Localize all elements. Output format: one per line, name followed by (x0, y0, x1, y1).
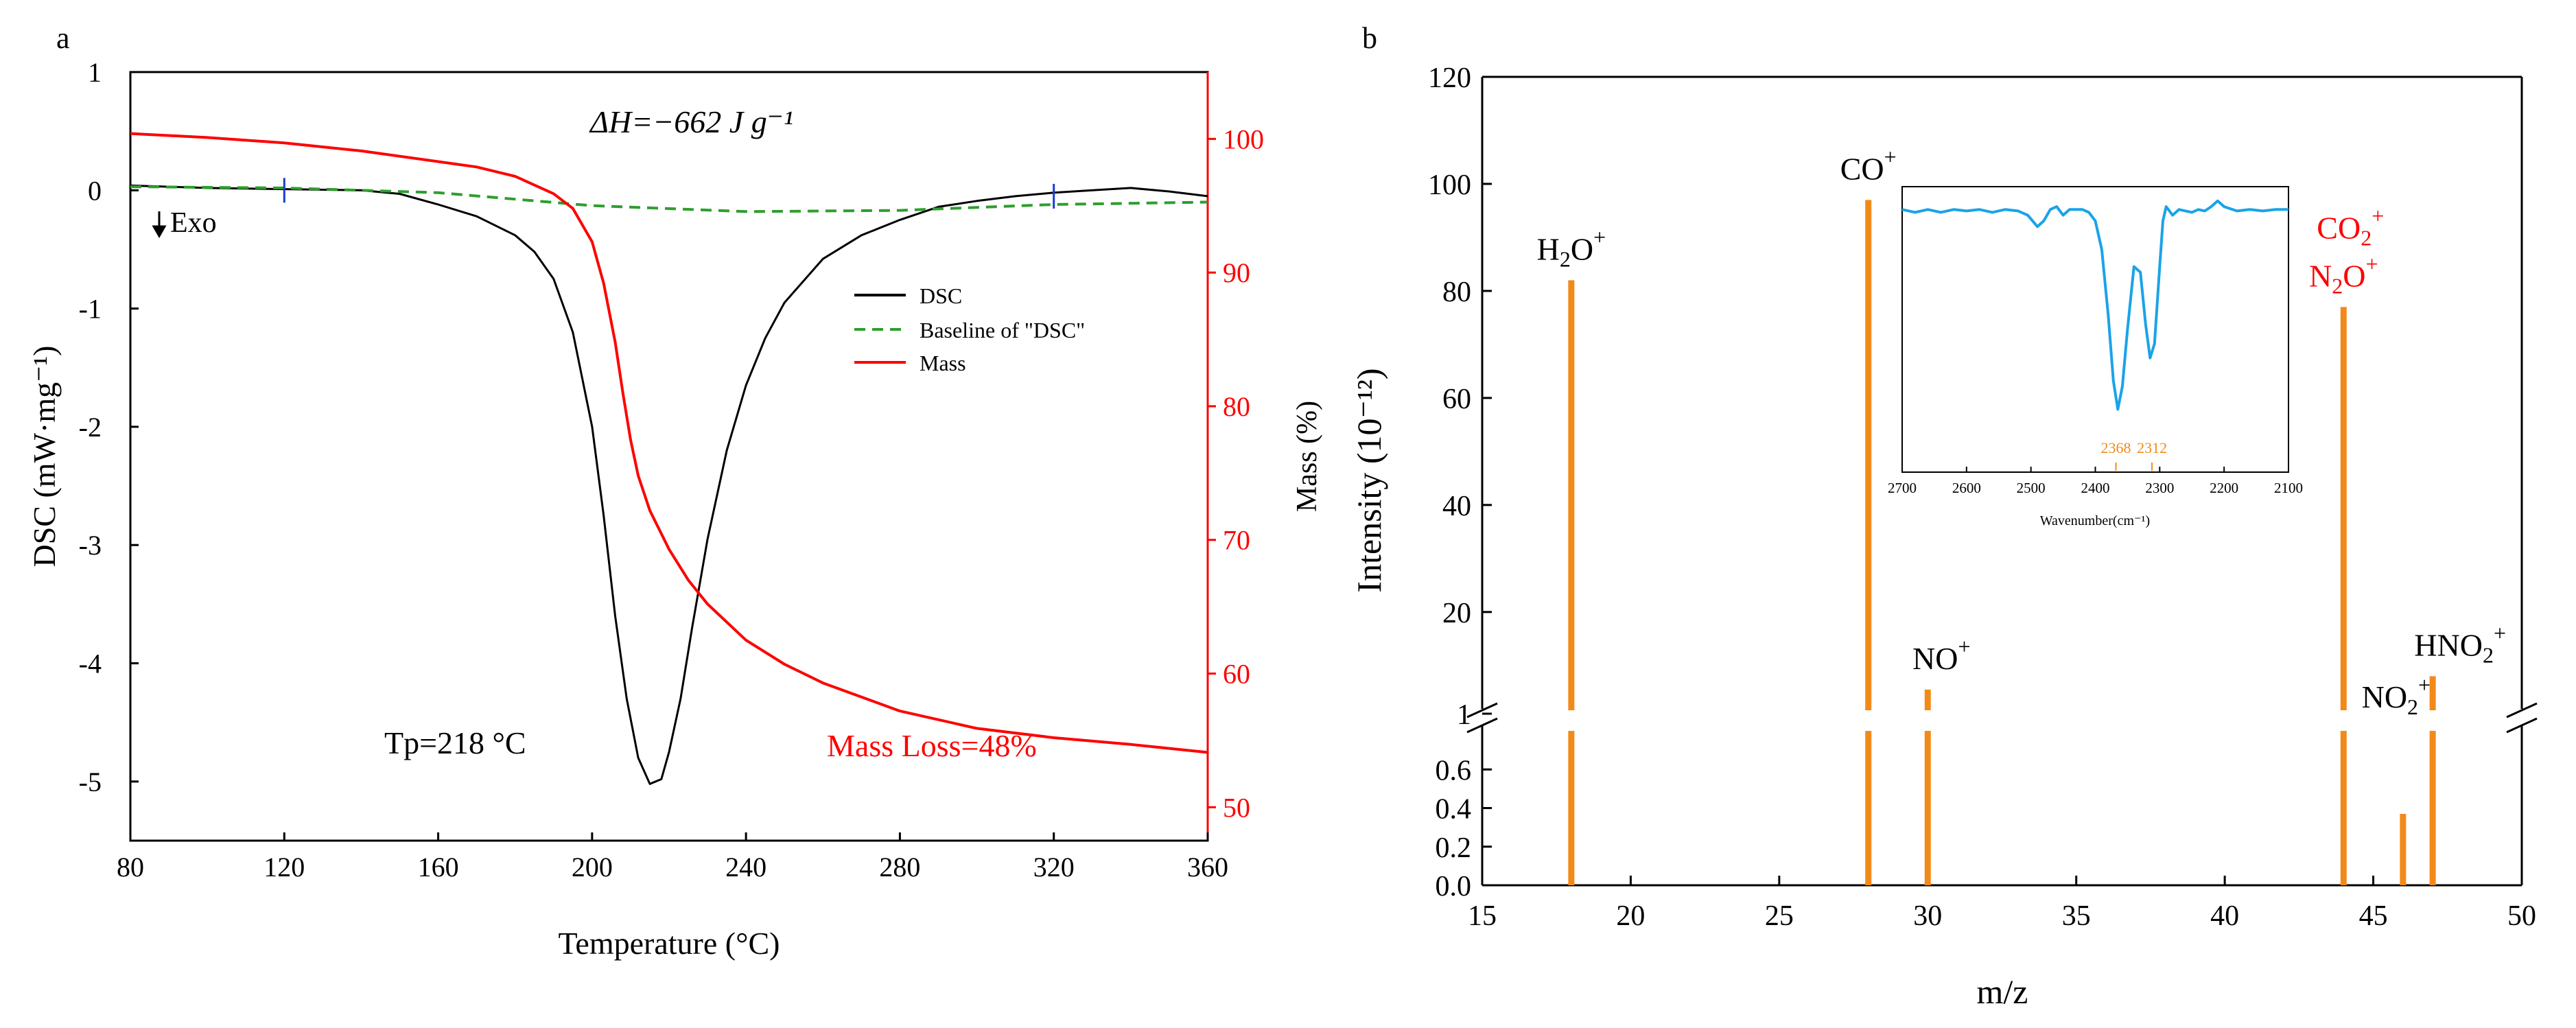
panel-a-markers (283, 178, 1055, 209)
dsc-line (130, 184, 1208, 785)
panel-b: 15 20 25 30 35 40 45 50 120 100 80 60 40 20 1 0.6 0.4 0.… (1350, 62, 2538, 1011)
right-y-tick-label: 80 (1223, 391, 1250, 422)
bar-label: NO+ (1912, 634, 1971, 676)
panel-a-letter: a (56, 21, 70, 55)
inset-peak-label: 2368 (2101, 439, 2131, 456)
inset-x-tick-label: 2400 (2081, 480, 2110, 496)
x-tick-label: 160 (418, 852, 459, 883)
x-tick-label: 40 (2210, 900, 2239, 932)
y-tick-label: -3 (79, 530, 102, 561)
x-tick-label: 120 (264, 852, 305, 883)
inset-xlabel: Wavenumber(cm⁻¹) (2040, 513, 2150, 528)
panel-a-legend: DSC Baseline of "DSC" Mass (854, 283, 1085, 375)
panel-a-left-ticks: 1 0 -1 -2 -3 -4 -5 (79, 57, 139, 797)
inset-x-ticks: 2700 2600 2500 2400 2300 2200 2100 (1888, 467, 2303, 496)
panel-b-bar-labels: H2O+ CO+ NO+ N2O+ NO2+ HNO2+ CO2+ (1537, 144, 2506, 719)
y-tick-label: 0.6 (1436, 755, 1472, 786)
panel-b-ylabel: Intensity (10⁻¹²) (1350, 368, 1388, 592)
tp-annotation: Tp=218 °C (384, 725, 526, 760)
inset-peak-labels: 2368 2312 (2101, 439, 2167, 471)
panel-b-xlabel: m/z (1977, 972, 2028, 1011)
bar-label: N2O+ (2309, 251, 2378, 298)
y-tick-label: -4 (79, 649, 102, 679)
panel-b-bars (1568, 200, 2436, 885)
inset-frame (1901, 186, 2289, 473)
right-y-tick-label: 100 (1223, 124, 1264, 154)
y-tick-label: 60 (1442, 384, 1471, 415)
right-y-tick-label: 60 (1223, 659, 1250, 690)
inset-x-tick-label: 2100 (2274, 480, 2303, 496)
inset-x-tick-label: 2500 (2017, 480, 2046, 496)
panel-a-series (130, 132, 1208, 785)
x-tick-label: 50 (2507, 900, 2536, 932)
x-tick-label: 35 (2062, 900, 2091, 932)
y-tick-label: -1 (79, 294, 102, 325)
panel-a-left-ylabel: DSC (mW·mg⁻¹) (27, 346, 62, 568)
panel-a-right-ylabel: Mass (%) (1291, 401, 1323, 512)
inset-series (1901, 199, 2288, 411)
mass-line (130, 132, 1208, 754)
y-tick-label: 0.2 (1436, 832, 1472, 864)
ftir-inset: 2700 2600 2500 2400 2300 2200 2100 2368 2312 Wa… (1888, 186, 2303, 528)
baseline-line (130, 185, 1208, 213)
y-tick-label: 1 (88, 57, 102, 88)
bar-label: NO2+ (2362, 673, 2431, 719)
bar-label: HNO2+ (2414, 620, 2506, 667)
enthalpy-annotation: ΔH=−662 J g⁻¹ (589, 104, 793, 139)
mass-loss-annotation: Mass Loss=48% (827, 728, 1037, 763)
panel-a-xlabel: Temperature (°C) (559, 926, 780, 961)
right-y-tick-label: 90 (1223, 257, 1250, 288)
x-tick-label: 15 (1468, 900, 1497, 932)
y-tick-label: 0 (88, 175, 102, 206)
inset-x-tick-label: 2200 (2210, 480, 2238, 496)
inset-x-tick-label: 2300 (2145, 480, 2174, 496)
co2-label: CO2+ (2317, 203, 2384, 250)
inset-x-tick-label: 2700 (1888, 480, 1917, 496)
exo-arrow-icon (152, 211, 167, 239)
right-y-tick-label: 70 (1223, 525, 1250, 556)
panel-a-right-ticks: 100 90 80 70 60 50 (1208, 124, 1264, 823)
x-tick-label: 30 (1913, 900, 1942, 932)
panel-b-x-ticks: 15 20 25 30 35 40 45 50 (1468, 876, 2536, 932)
y-tick-label: 120 (1428, 62, 1471, 94)
bar-label: CO+ (1840, 144, 1897, 186)
y-tick-label: 40 (1442, 491, 1471, 522)
axis-break-marks (1466, 702, 2538, 734)
panel-b-y-ticks: 120 100 80 60 40 20 1 0.6 0.4 0.2 0.0 (1428, 62, 1492, 902)
x-tick-label: 25 (1765, 900, 1794, 932)
x-tick-label: 20 (1616, 900, 1645, 932)
legend-baseline-label: Baseline of "DSC" (920, 318, 1085, 342)
x-tick-label: 280 (879, 852, 920, 883)
exo-annotation: Exo (170, 207, 217, 239)
y-tick-label: 80 (1442, 277, 1471, 308)
y-tick-label: -2 (79, 412, 102, 443)
panel-a-x-ticks: 80 120 160 200 240 280 320 360 (117, 832, 1228, 883)
inset-ftir-line (1901, 199, 2288, 411)
inset-x-tick-label: 2600 (1952, 480, 1981, 496)
y-tick-label: -5 (79, 767, 102, 797)
x-tick-label: 45 (2359, 900, 2388, 932)
x-tick-label: 200 (572, 852, 613, 883)
y-tick-label: 100 (1428, 170, 1471, 201)
panel-b-letter: b (1362, 21, 1377, 55)
inset-peak-label: 2312 (2137, 439, 2167, 456)
legend-dsc-label: DSC (920, 283, 962, 308)
legend-mass-label: Mass (920, 351, 966, 375)
y-tick-label: 20 (1442, 598, 1471, 629)
x-tick-label: 360 (1187, 852, 1228, 883)
x-tick-label: 240 (725, 852, 766, 883)
y-tick-label: 0.4 (1436, 794, 1472, 826)
x-tick-label: 80 (117, 852, 144, 883)
y-tick-label: 1 (1457, 699, 1471, 731)
right-y-tick-label: 50 (1223, 792, 1250, 823)
x-tick-label: 320 (1033, 852, 1075, 883)
panel-a: 80 120 160 200 240 280 320 360 1 0 -1 -2 -3 -4 -5 100… (27, 57, 1323, 961)
y-tick-label: 0.0 (1436, 871, 1472, 902)
bar-label: H2O+ (1537, 224, 1606, 271)
